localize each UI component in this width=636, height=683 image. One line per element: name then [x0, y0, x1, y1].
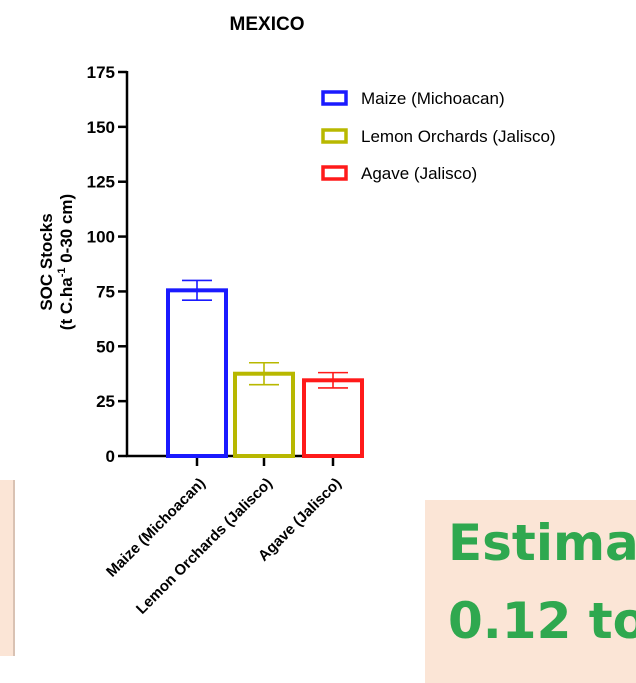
legend-swatch	[321, 90, 348, 106]
legend-label: Agave (Jalisco)	[361, 164, 477, 183]
y-tick-label: 175	[87, 63, 115, 82]
y-axis-label-line1: SOC Stocks	[37, 213, 56, 310]
legend-label: Maize (Michoacan)	[361, 89, 505, 108]
y-tick-label: 50	[96, 337, 115, 356]
legend-swatch	[321, 128, 348, 144]
y-tick-label: 75	[96, 282, 115, 301]
y-tick-label: 150	[87, 118, 115, 137]
y-tick-label: 25	[96, 392, 115, 411]
y-axis-label-line2: (t C.ha-1 0-30 cm)	[56, 194, 76, 330]
y-axis-label-superscript: -1	[56, 268, 68, 278]
x-tick-label: Lemon Orchards (Jalisco)	[133, 475, 276, 618]
y-axis-label-suffix: 0-30 cm)	[57, 194, 76, 268]
right-text-panel: Estima 0.12 to	[425, 500, 636, 683]
bars-group	[166, 279, 364, 459]
y-tick-label: 0	[106, 447, 115, 466]
overlay-line-1: Estima	[448, 514, 636, 572]
y-tick-label: 125	[87, 173, 115, 192]
y-tick-label: 100	[87, 228, 115, 247]
y-axis: 0 25 50 75 100 125 150 175	[87, 63, 129, 466]
bar	[233, 371, 295, 459]
bar	[302, 378, 364, 459]
legend-label: Lemon Orchards (Jalisco)	[361, 127, 556, 146]
overlay-line-2: 0.12 to	[448, 592, 636, 650]
left-background-panel	[0, 480, 15, 656]
legend: Maize (Michoacan) Lemon Orchards (Jalisco…	[321, 89, 556, 183]
chart-title: MEXICO	[230, 14, 305, 35]
legend-swatch	[321, 165, 348, 181]
x-tick-labels: Maize (Michoacan)Lemon Orchards (Jalisco…	[103, 475, 345, 618]
bar	[166, 288, 228, 458]
y-axis-label-prefix: (t C.ha	[57, 277, 76, 330]
